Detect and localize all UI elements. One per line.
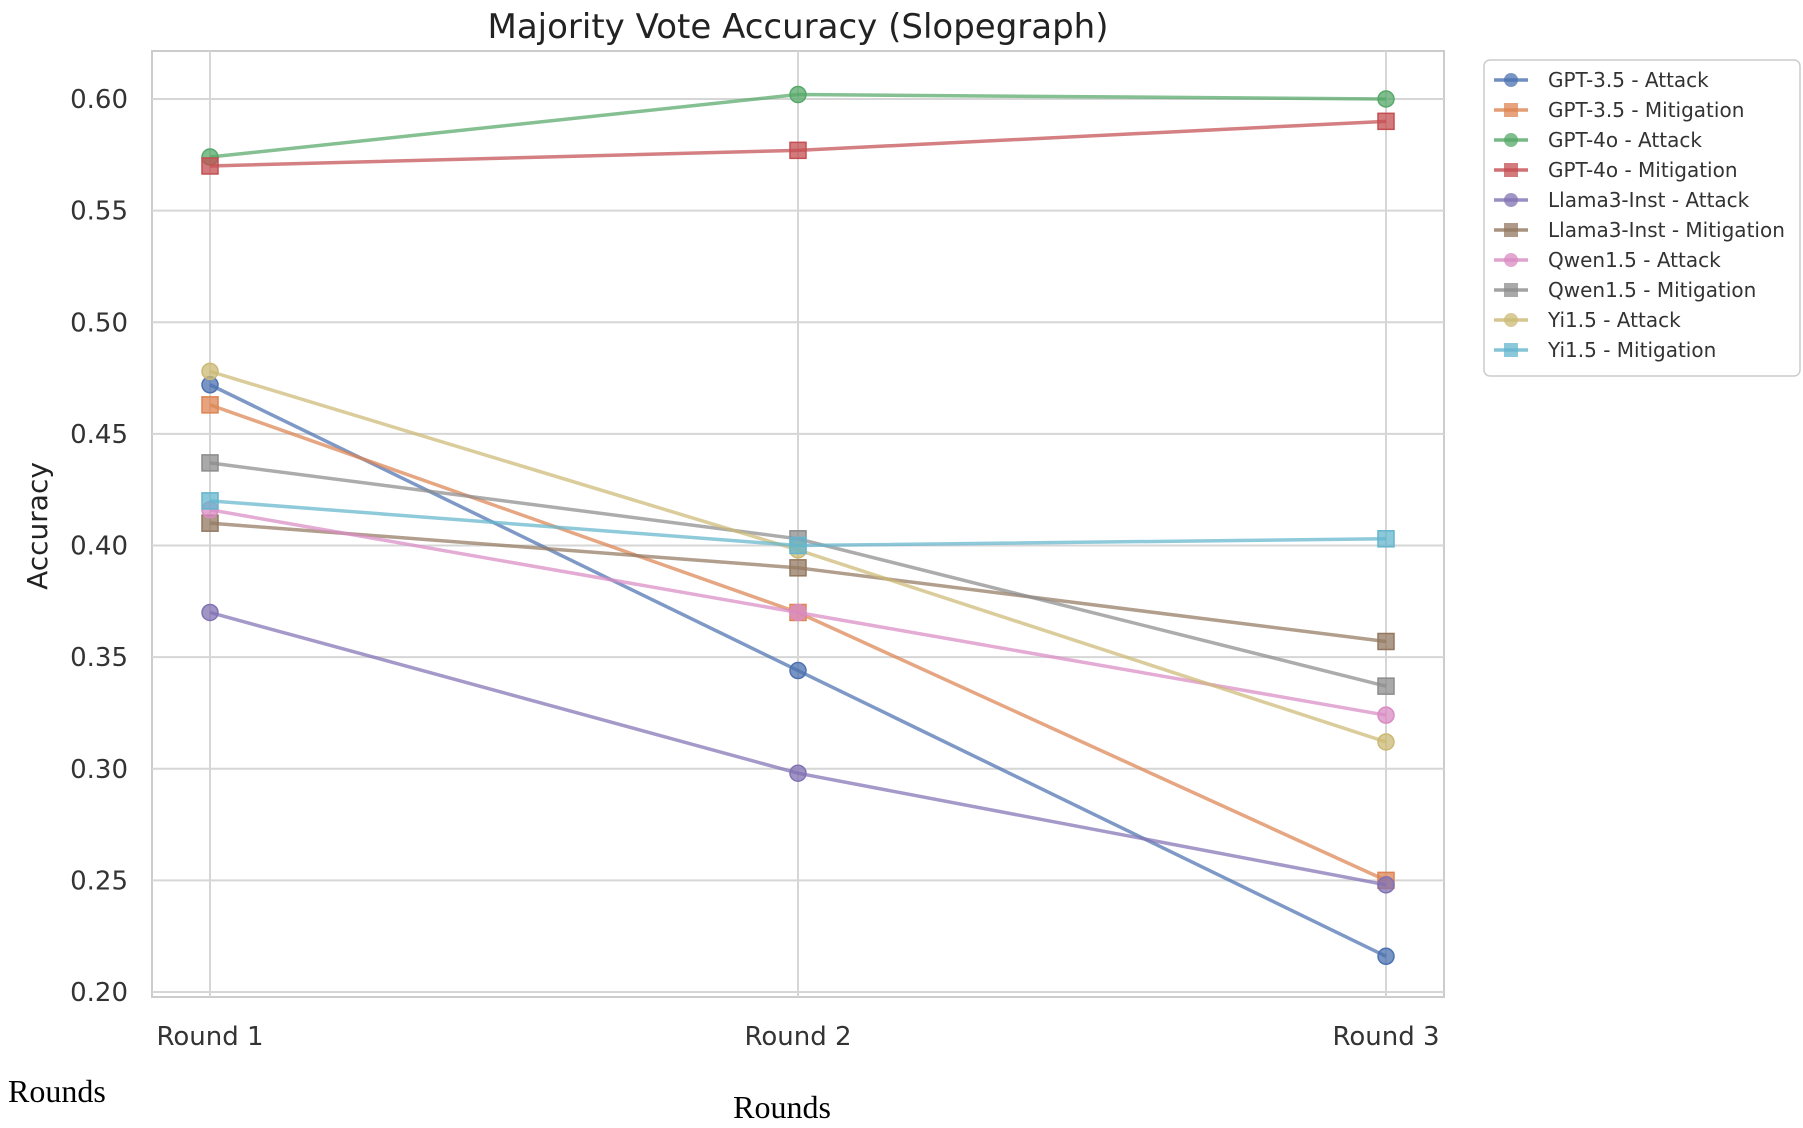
- data-point: [1377, 90, 1395, 108]
- series-layer: [201, 85, 1395, 966]
- legend-label: GPT-4o - Mitigation: [1548, 158, 1738, 182]
- legend-label: Qwen1.5 - Attack: [1548, 248, 1721, 272]
- data-point: [1377, 530, 1395, 548]
- legend-swatch-marker: [1504, 193, 1518, 207]
- data-point: [1377, 677, 1395, 695]
- data-point: [201, 157, 219, 175]
- legend-swatch-marker: [1504, 103, 1518, 117]
- legend-swatch-marker: [1504, 133, 1518, 147]
- data-point: [201, 454, 219, 472]
- data-point: [1377, 733, 1395, 751]
- data-point: [1377, 706, 1395, 724]
- legend-swatch-marker: [1504, 283, 1518, 297]
- data-point: [201, 492, 219, 510]
- legend-label: GPT-4o - Attack: [1548, 128, 1702, 152]
- data-point: [201, 362, 219, 381]
- data-point: [789, 536, 807, 555]
- x-tick-label: Round 3: [1332, 1022, 1439, 1052]
- data-point: [789, 85, 807, 104]
- legend-label: Yi1.5 - Attack: [1547, 308, 1681, 332]
- y-tick-label: 0.60: [70, 85, 128, 115]
- series-group: [201, 85, 1395, 166]
- rounds-label-left: Rounds: [8, 1073, 106, 1109]
- data-point: [789, 661, 807, 680]
- x-tick-label: Round 1: [156, 1022, 263, 1052]
- series-group: [201, 492, 1395, 555]
- y-tick-label: 0.30: [70, 755, 128, 785]
- legend-swatch-marker: [1504, 253, 1518, 267]
- series-group: [201, 603, 1395, 894]
- grid-layer: [151, 50, 1445, 998]
- legend-label: GPT-3.5 - Attack: [1548, 68, 1709, 92]
- y-axis-title: Accuracy: [21, 462, 54, 590]
- legend: GPT-3.5 - Attack GPT-3.5 - Mitigation GPT-…: [1483, 59, 1801, 377]
- legend-swatch-marker: [1504, 343, 1518, 357]
- data-point: [1377, 112, 1395, 131]
- legend-swatch-marker: [1504, 73, 1518, 87]
- legend-swatch-marker: [1504, 313, 1518, 327]
- data-point: [789, 603, 807, 622]
- data-point: [789, 559, 807, 577]
- y-tick-label: 0.35: [70, 643, 128, 673]
- series-group: [201, 112, 1395, 175]
- y-tick-label: 0.50: [70, 308, 128, 338]
- legend-label: Qwen1.5 - Mitigation: [1548, 278, 1756, 302]
- y-tick-label: 0.20: [70, 978, 128, 1008]
- legend-swatch-marker: [1504, 223, 1518, 237]
- y-tick-label: 0.25: [70, 866, 128, 896]
- x-tick-label: Round 2: [744, 1022, 851, 1052]
- y-tick-label: 0.40: [70, 532, 128, 562]
- data-point: [1377, 876, 1395, 894]
- data-point: [789, 141, 807, 160]
- data-point: [201, 396, 219, 414]
- legend-label: Llama3-Inst - Mitigation: [1548, 218, 1785, 242]
- legend-box: [1483, 59, 1801, 377]
- x-axis-title: Rounds: [733, 1089, 831, 1124]
- legend-label: Llama3-Inst - Attack: [1548, 188, 1750, 212]
- legend-label: Yi1.5 - Mitigation: [1547, 338, 1716, 362]
- chart-title: Majority Vote Accuracy (Slopegraph): [488, 7, 1109, 47]
- data-point: [201, 603, 219, 622]
- y-tick-label: 0.55: [70, 197, 128, 227]
- data-point: [1377, 947, 1395, 966]
- legend-swatch-marker: [1504, 163, 1518, 177]
- legend-label: GPT-3.5 - Mitigation: [1548, 98, 1744, 122]
- series-group: [201, 514, 1395, 651]
- axis-layer: 0.20 0.25 0.30 0.35 0.40 0.45 0.50 0.55 0.60 Roun…: [70, 85, 1439, 1052]
- y-tick-label: 0.45: [70, 420, 128, 450]
- data-point: [789, 764, 807, 782]
- data-point: [1377, 632, 1395, 651]
